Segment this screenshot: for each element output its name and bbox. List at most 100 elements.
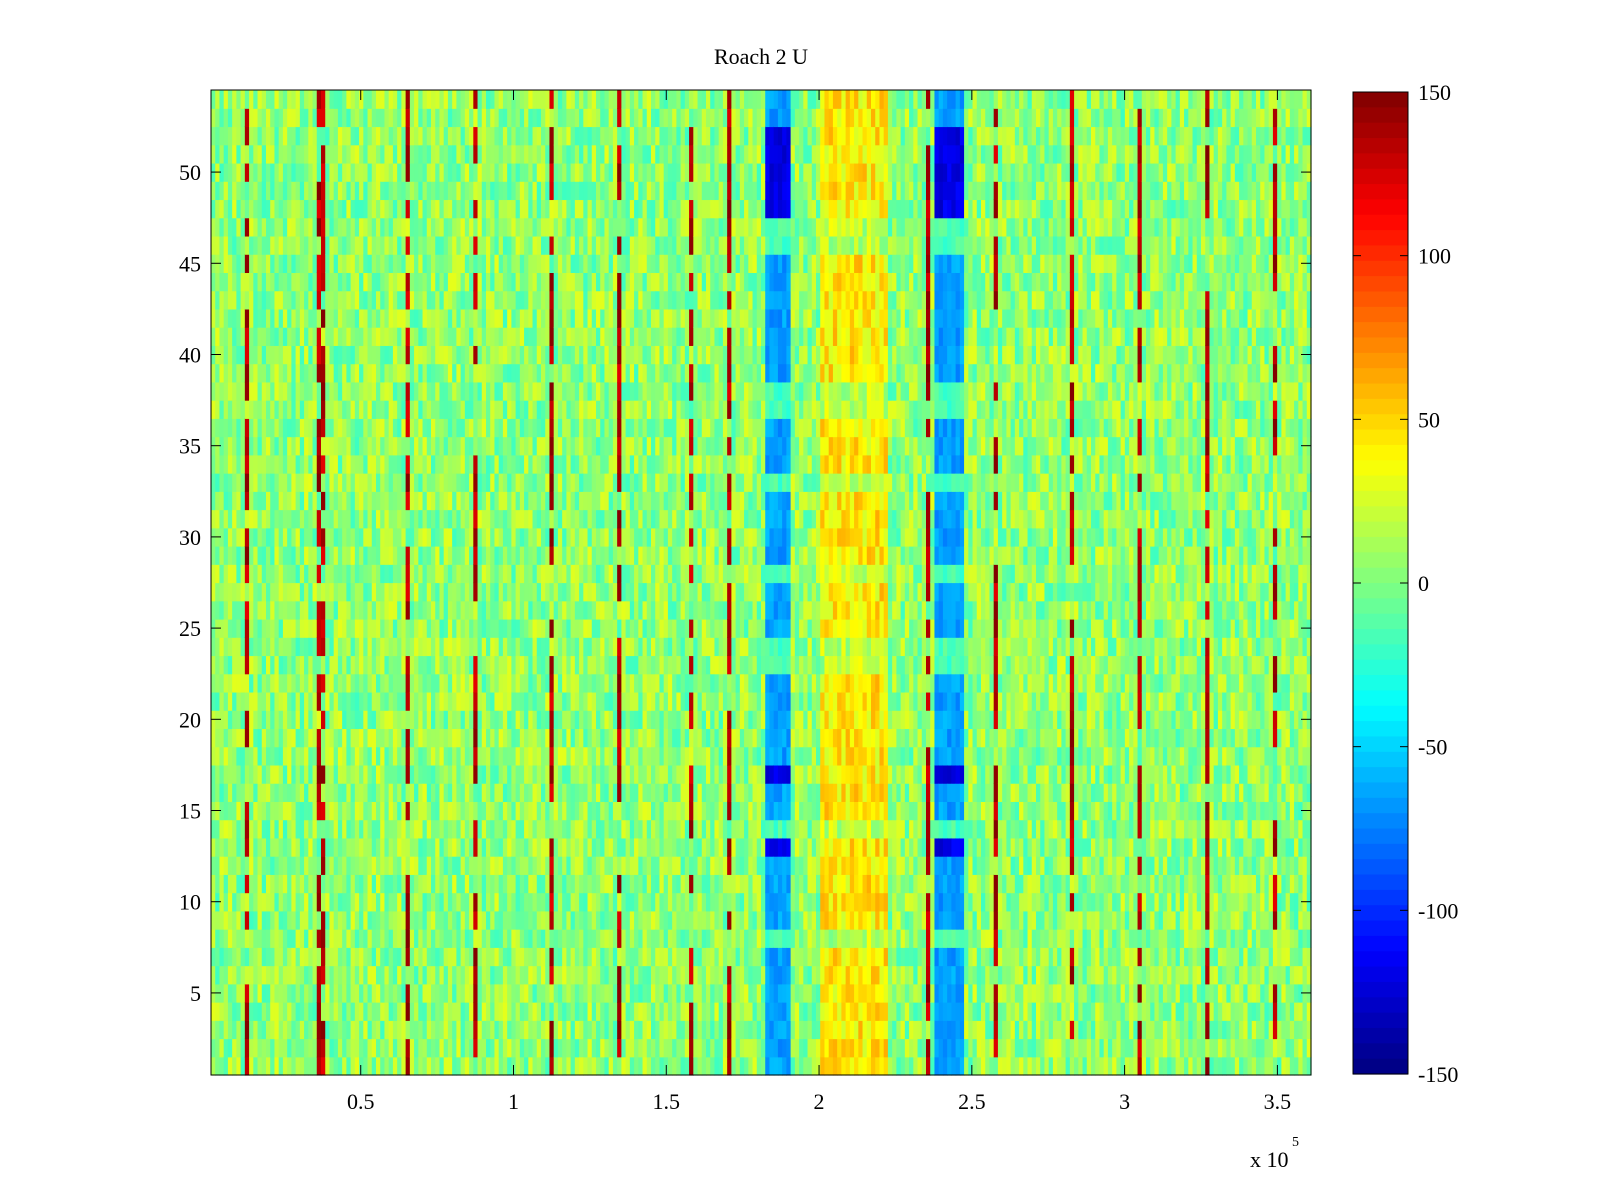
heatmap-cell (494, 801, 500, 821)
heatmap-cell (574, 728, 580, 748)
heatmap-cell (261, 673, 267, 693)
heatmap-cell (346, 965, 352, 985)
heatmap-cell (596, 728, 601, 748)
heatmap-cell (494, 254, 500, 274)
heatmap-cell (350, 965, 356, 985)
heatmap-cell (321, 618, 326, 638)
heatmap-cell (579, 582, 584, 602)
heatmap-cell (464, 491, 470, 511)
heatmap-cell (261, 144, 267, 164)
heatmap-cell (519, 892, 525, 912)
heatmap-cell (388, 217, 394, 237)
heatmap-cell (287, 728, 292, 748)
heatmap-cell (249, 618, 254, 638)
heatmap-cell (367, 527, 373, 547)
heatmap-cell (553, 819, 559, 839)
heatmap-cell (397, 235, 402, 255)
heatmap-cell (557, 837, 563, 857)
heatmap-cell (473, 126, 479, 146)
heatmap-cell (337, 108, 343, 128)
heatmap-cell (557, 801, 563, 821)
heatmap-cell (528, 327, 534, 346)
heatmap-cell (409, 1002, 415, 1021)
heatmap-cell (232, 254, 237, 274)
heatmap-cell (439, 892, 445, 912)
heatmap-cell (447, 764, 453, 784)
heatmap-cell (591, 1020, 597, 1040)
heatmap-cell (549, 436, 555, 456)
heatmap-cell (447, 728, 453, 748)
heatmap-cell (359, 509, 364, 529)
heatmap-cell (244, 783, 250, 802)
heatmap-cell (333, 983, 339, 1003)
heatmap-cell (549, 546, 555, 565)
heatmap-cell (579, 436, 584, 456)
heatmap-cell (507, 181, 512, 201)
heatmap-cell (227, 144, 233, 164)
heatmap-cell (287, 546, 292, 565)
heatmap-cell (337, 892, 343, 912)
heatmap-cell (549, 965, 555, 985)
heatmap-cell (532, 509, 538, 529)
heatmap-cell (274, 564, 280, 584)
heatmap-cell (278, 1038, 284, 1058)
heatmap-cell (536, 673, 542, 693)
heatmap-cell (452, 819, 457, 839)
heatmap-cell (494, 162, 500, 182)
heatmap-cell (426, 381, 432, 401)
heatmap-cell (532, 600, 538, 620)
heatmap-cell (397, 473, 402, 492)
heatmap-cell (486, 673, 491, 693)
heatmap-cell (367, 819, 373, 839)
heatmap-cell (549, 491, 555, 511)
heatmap-cell (557, 491, 563, 511)
heatmap-cell (219, 217, 225, 237)
heatmap-cell (350, 254, 356, 274)
heatmap-cell (236, 108, 242, 128)
heatmap-cell (211, 235, 216, 255)
heatmap-cell (519, 1038, 525, 1058)
heatmap-cell (587, 272, 593, 292)
heatmap-cell (477, 108, 483, 128)
heatmap-cell (553, 1056, 559, 1076)
heatmap-cell (452, 910, 457, 930)
heatmap-cell (464, 618, 470, 638)
heatmap-cell (536, 473, 542, 492)
heatmap-cell (566, 801, 572, 821)
heatmap-cell (380, 418, 386, 438)
heatmap-cell (469, 728, 474, 748)
heatmap-cell (414, 1002, 419, 1021)
heatmap-cell (447, 673, 453, 693)
heatmap-cell (587, 965, 593, 985)
heatmap-cell (295, 345, 301, 365)
heatmap-cell (354, 144, 360, 164)
heatmap-cell (418, 710, 424, 730)
heatmap-cell (422, 801, 428, 821)
heatmap-cell (557, 673, 563, 693)
heatmap-cell (562, 308, 567, 328)
heatmap-cell (354, 655, 360, 675)
heatmap-cell (422, 308, 428, 328)
heatmap-cell (549, 874, 555, 894)
heatmap-cell (312, 290, 318, 310)
heatmap-cell (464, 746, 470, 766)
heatmap-cell (223, 1020, 229, 1040)
heatmap-cell (249, 473, 254, 492)
heatmap-cell (570, 618, 576, 638)
heatmap-cell (477, 217, 483, 237)
heatmap-cell (316, 1056, 322, 1076)
heatmap-cell (299, 618, 305, 638)
heatmap-cell (249, 181, 254, 201)
heatmap-cell (299, 272, 305, 292)
heatmap-cell (329, 235, 335, 255)
heatmap-cell (566, 527, 572, 547)
heatmap-cell (211, 910, 216, 930)
heatmap-cell (337, 381, 343, 401)
heatmap-cell (562, 235, 567, 255)
heatmap-cell (219, 473, 225, 492)
heatmap-cell (545, 564, 551, 584)
heatmap-cell (545, 618, 551, 638)
heatmap-cell (553, 400, 559, 419)
heatmap-cell (392, 254, 398, 274)
heatmap-cell (333, 327, 339, 346)
